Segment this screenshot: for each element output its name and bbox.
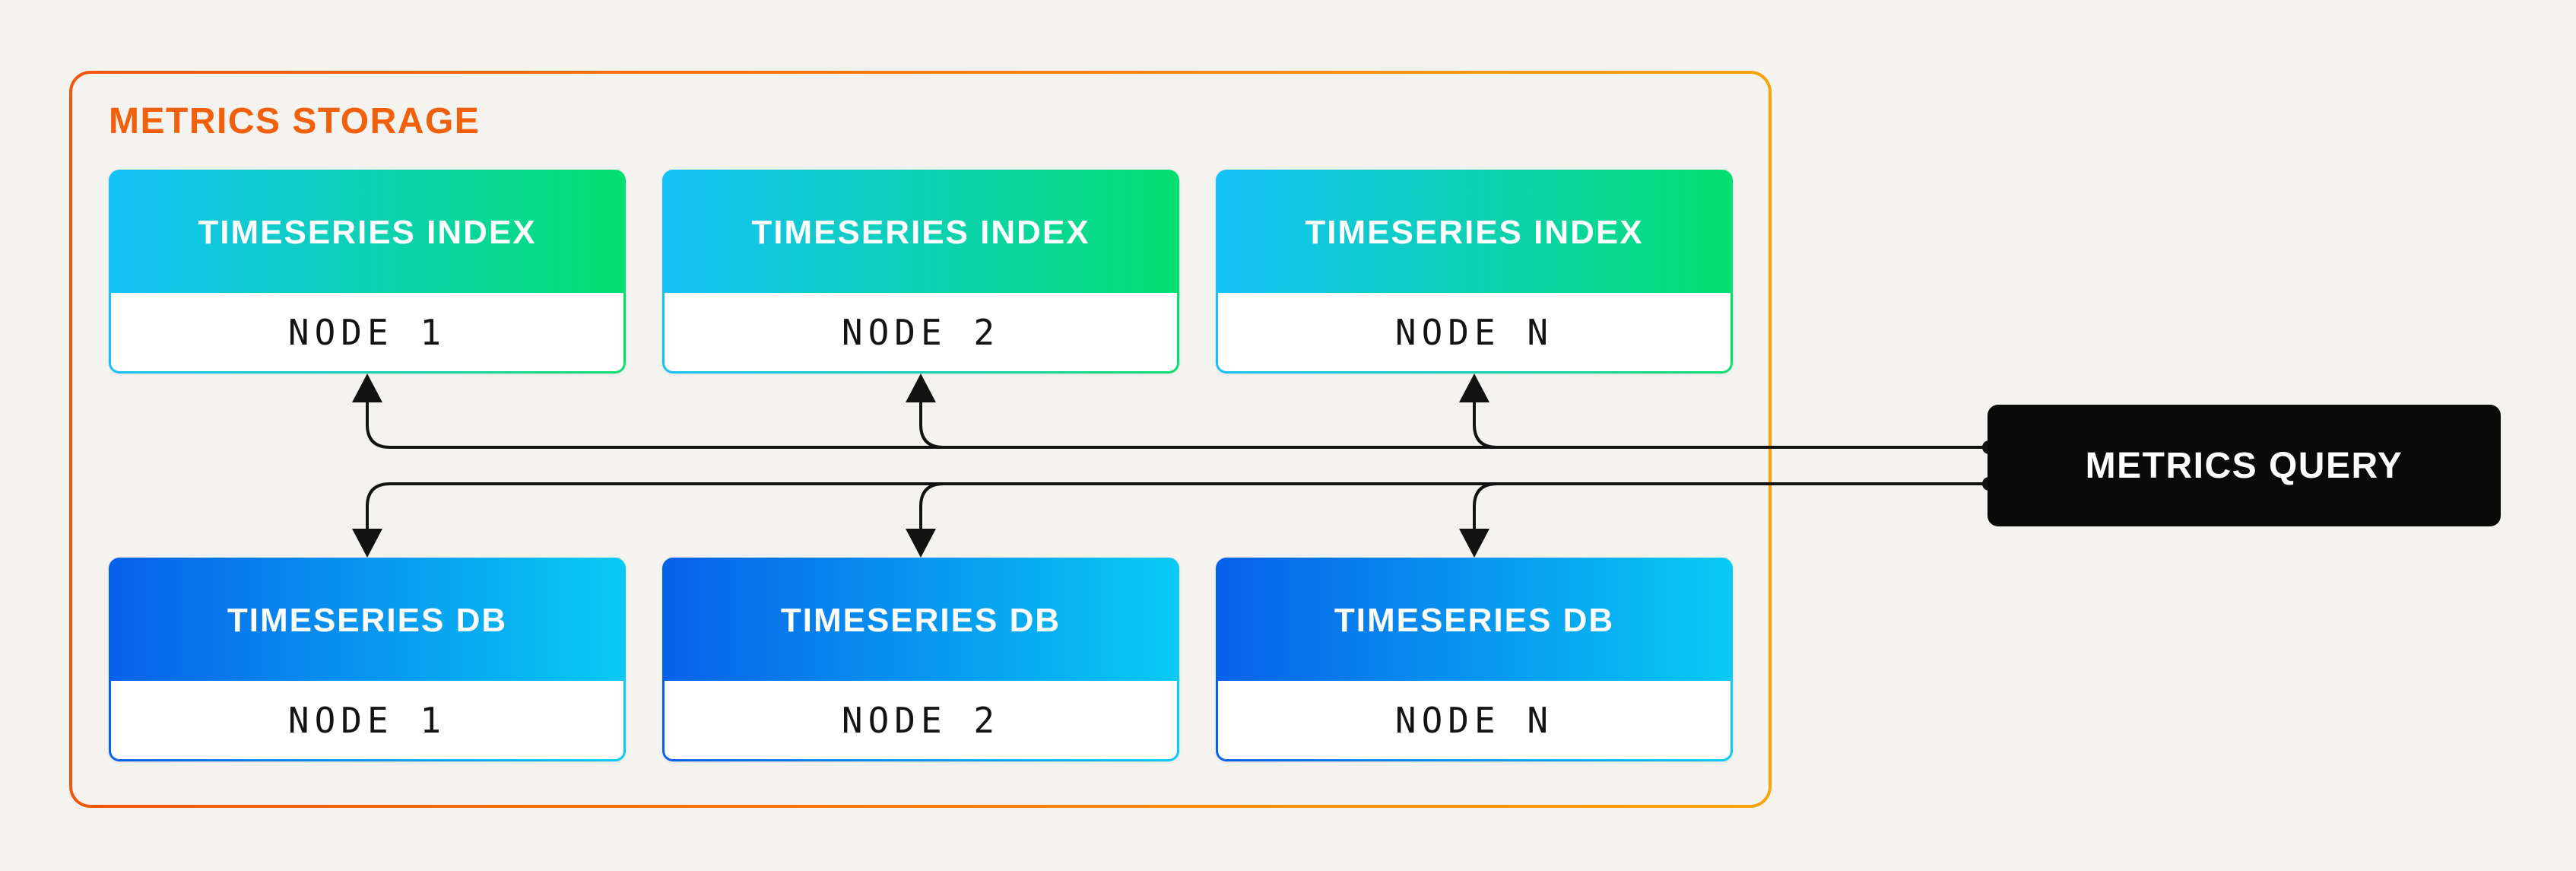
node-label: NODE N	[1218, 681, 1731, 759]
arrowhead-down-icon	[906, 529, 936, 558]
arrowhead-down-icon	[1459, 529, 1489, 558]
node-label: NODE N	[1218, 293, 1731, 371]
timeseries-db-node-2: TIMESERIES DB NODE 2	[662, 558, 1179, 761]
query-to-db-branch-n	[1473, 482, 1498, 529]
arrowhead-up-icon	[906, 374, 936, 402]
timeseries-db-title: TIMESERIES DB	[1334, 601, 1615, 639]
timeseries-index-node-2: TIMESERIES INDEX NODE 2	[662, 170, 1179, 374]
timeseries-index-title: TIMESERIES INDEX	[198, 213, 537, 251]
arrowhead-up-icon	[1459, 374, 1489, 402]
node-label: NODE 2	[665, 293, 1177, 371]
arrowhead-up-icon	[352, 374, 382, 402]
metrics-storage-label: METRICS STORAGE	[109, 101, 481, 141]
timeseries-db-title: TIMESERIES DB	[780, 601, 1061, 639]
query-to-db-bus	[366, 482, 1989, 529]
query-to-index-bus	[366, 402, 1989, 449]
timeseries-db-node-n: TIMESERIES DB NODE N	[1216, 558, 1733, 761]
timeseries-index-node-n: TIMESERIES INDEX NODE N	[1216, 170, 1733, 374]
timeseries-index-node-1: TIMESERIES INDEX NODE 1	[109, 170, 626, 374]
timeseries-index-title: TIMESERIES INDEX	[751, 213, 1090, 251]
node-label: NODE 1	[111, 293, 623, 371]
query-to-db-branch-2	[919, 482, 944, 529]
query-to-index-branch-n	[1473, 402, 1498, 449]
node-label: NODE 1	[111, 681, 623, 759]
query-to-index-branch-2	[919, 402, 944, 449]
timeseries-db-node-1: TIMESERIES DB NODE 1	[109, 558, 626, 761]
node-label: NODE 2	[665, 681, 1177, 759]
metrics-query-label: METRICS QUERY	[2085, 445, 2403, 486]
timeseries-index-title: TIMESERIES INDEX	[1305, 213, 1644, 251]
metrics-query-box: METRICS QUERY	[1988, 405, 2501, 526]
timeseries-db-title: TIMESERIES DB	[227, 601, 508, 639]
arrowhead-down-icon	[352, 529, 382, 558]
